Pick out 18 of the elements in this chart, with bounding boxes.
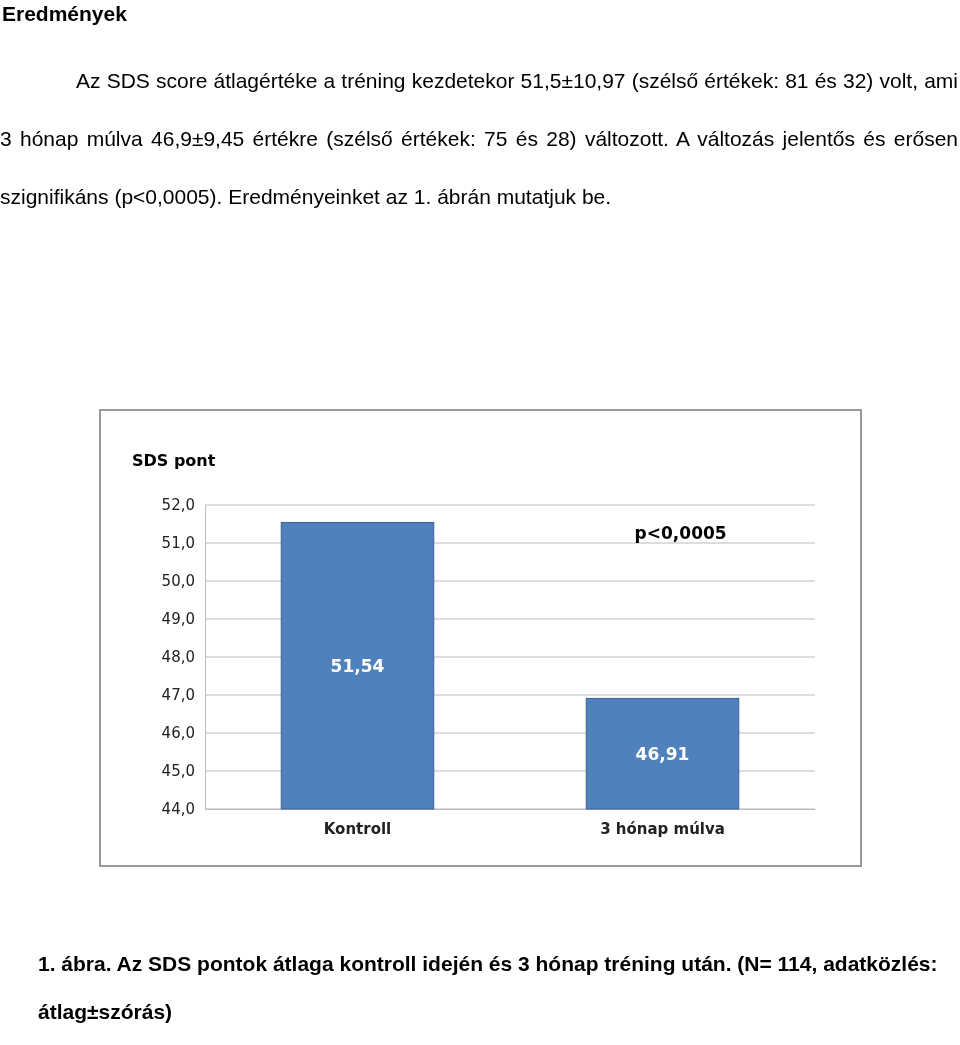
annotation: p<0,0005	[634, 523, 727, 543]
y-axis-title: SDS pont	[132, 451, 216, 470]
data-label: 51,54	[330, 655, 385, 676]
data-label: 46,91	[635, 743, 690, 764]
y-tick-label: 49,0	[161, 610, 195, 629]
y-tick-label: 46,0	[161, 724, 195, 743]
x-tick-label: Kontroll	[323, 819, 392, 838]
text: Az SDS score átlagértéke a tréning kezdetekor 51,5±10,97 (szélső értékek: 81 és 32) volt, ami 3 hónap múlva 46,9±9,45 értékre (szélső értékek: 75 és 28) változott. A változás jelentős és erősen szignifikáns (p<0,0005). Eredményeinket az 1. ábrán mutatjuk be.	[0, 69, 958, 208]
y-tick-label: 52,0	[161, 496, 195, 515]
y-tick-label: 50,0	[161, 572, 195, 591]
y-tick-label: 48,0	[161, 648, 195, 667]
text: 1. ábra. Az SDS pontok átlaga kontroll idején és 3 hónap tréning után. (N= 114, adatközlés: átlag±szórás)	[38, 951, 939, 1025]
x-tick-label: 3 hónap múlva	[600, 819, 725, 838]
y-tick-label: 47,0	[161, 686, 195, 705]
y-tick-label: 51,0	[161, 534, 195, 553]
y-tick-label: 44,0	[161, 800, 195, 819]
y-tick-label: 45,0	[161, 762, 195, 781]
chart-title: Eredmények	[2, 2, 127, 26]
